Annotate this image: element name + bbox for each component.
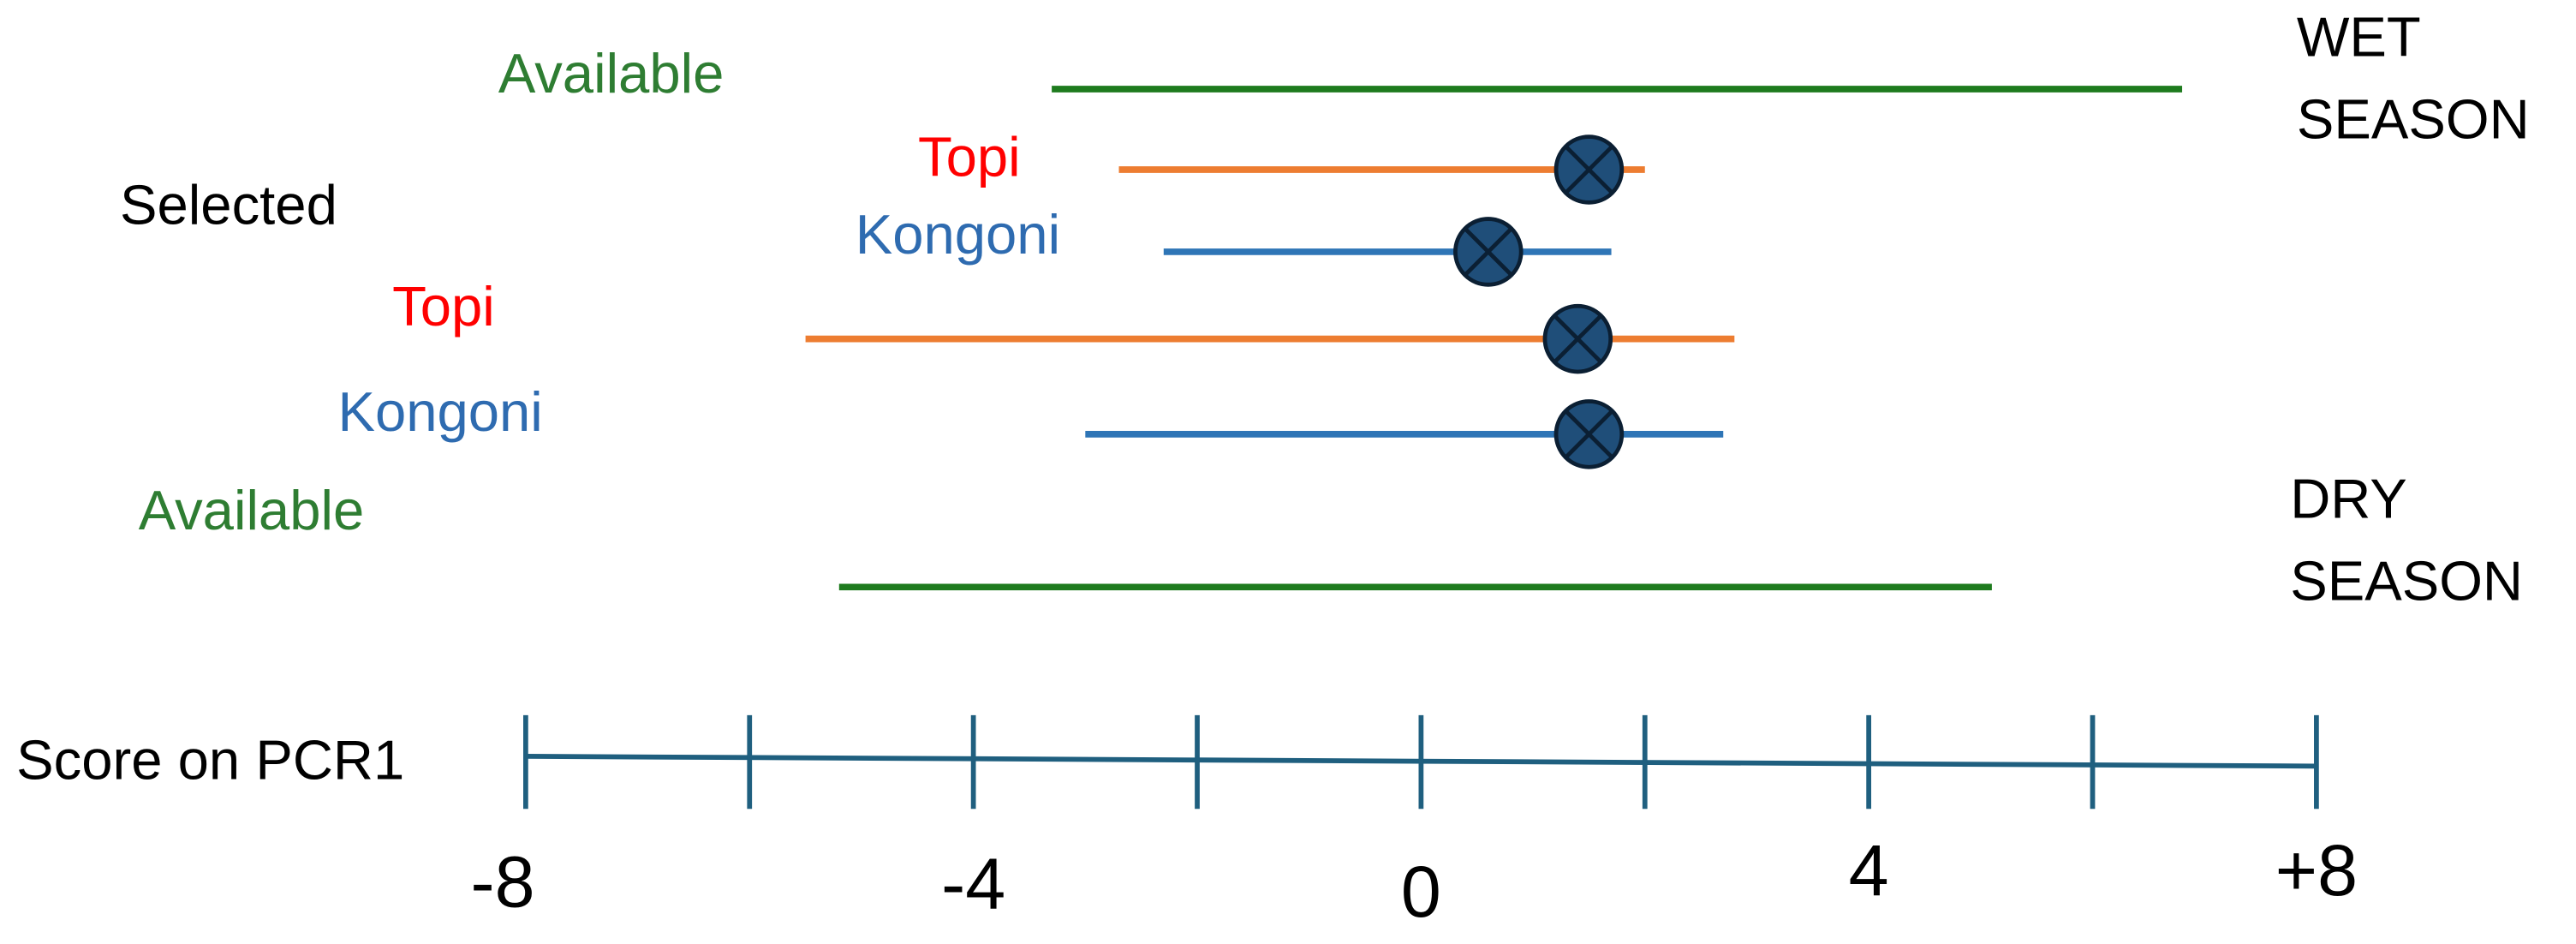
score-point — [1453, 217, 1524, 287]
row-label: Available — [139, 479, 365, 541]
season-label-line: SEASON — [2297, 88, 2530, 151]
x-tick-label: -4 — [941, 844, 1005, 924]
score-point — [1553, 399, 1625, 469]
selected-label: Selected — [120, 173, 337, 236]
row-label: Available — [498, 42, 724, 105]
x-tick-label: 4 — [1849, 830, 1889, 911]
point-cross — [1553, 314, 1602, 363]
score-point — [1553, 134, 1625, 205]
season-label-line: WET — [2297, 6, 2421, 69]
row-label: Kongoni — [337, 380, 542, 443]
season-label-line: DRY — [2290, 468, 2407, 530]
row-label: Topi — [918, 126, 1021, 188]
row-label: Topi — [392, 275, 495, 338]
season-label-line: SEASON — [2290, 550, 2523, 612]
point-cross — [1565, 410, 1613, 458]
score-point — [1542, 303, 1613, 374]
row-label: Kongoni — [856, 203, 1060, 266]
x-tick-label: -8 — [470, 842, 534, 923]
x-tick-label: 0 — [1401, 851, 1441, 932]
season-label: DRY SEASON — [2290, 468, 2523, 612]
x-tick-label: +8 — [2275, 830, 2358, 911]
season-label: WET SEASON — [2297, 6, 2530, 151]
x-axis-label: Score on PCR1 — [16, 729, 404, 792]
point-cross — [1565, 146, 1613, 194]
point-cross — [1464, 228, 1512, 276]
